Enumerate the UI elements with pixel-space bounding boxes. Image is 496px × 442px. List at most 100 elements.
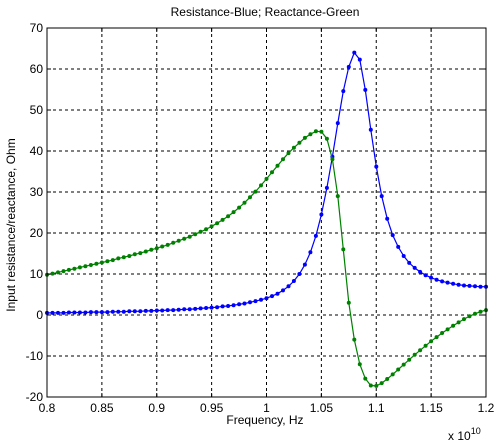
series-2-point: [154, 246, 159, 251]
series-1-point: [275, 291, 280, 296]
series-1-point: [61, 310, 66, 315]
series-2-point: [357, 362, 362, 367]
series-1-point: [138, 309, 143, 314]
series-1-point: [335, 121, 340, 126]
series-1-point: [401, 254, 406, 258]
series-2-point: [467, 314, 472, 319]
series-1-point: [204, 306, 209, 310]
series-2-point: [193, 232, 198, 237]
series-2-point: [121, 255, 126, 260]
series-1-point: [341, 89, 346, 94]
series-1-point: [297, 272, 302, 276]
series-2-point: [341, 247, 346, 252]
series-2-point: [434, 335, 439, 340]
series-1-point: [88, 310, 93, 315]
series-2-point: [50, 271, 55, 276]
series-2-point: [291, 145, 296, 150]
series-2-point: [297, 140, 302, 145]
series-1-point: [363, 87, 368, 92]
series-2-point: [176, 238, 181, 243]
series-2-point: [478, 309, 483, 314]
series-2-point: [171, 240, 176, 245]
series-1-point: [116, 309, 121, 314]
series-2-point: [77, 265, 82, 270]
series-1-point: [286, 284, 291, 289]
series-2-point: [418, 348, 423, 353]
y-tick-label: 0: [36, 308, 43, 322]
series-1-point: [165, 308, 170, 313]
series-2-point: [259, 183, 263, 188]
series-1-point: [110, 309, 115, 314]
series-2-point: [264, 176, 269, 181]
x-exponent-label: x 1010: [448, 426, 481, 442]
series-2-point: [226, 214, 231, 219]
series-2-point: [352, 337, 357, 342]
y-tick-label: -20: [26, 390, 44, 404]
series-1-point: [127, 309, 132, 314]
series-1-point: [215, 305, 220, 310]
series-2-point: [231, 210, 236, 215]
series-1-point: [352, 50, 357, 55]
series-1-point: [226, 304, 231, 308]
series-1-point: [171, 308, 176, 313]
y-tick-label: 40: [30, 144, 44, 158]
series-1-point: [105, 310, 110, 315]
series-1-point: [72, 310, 77, 315]
y-tick-label: 10: [30, 267, 44, 281]
series-2-point: [242, 200, 247, 205]
x-tick-label: 1: [263, 401, 270, 415]
series-2-point: [423, 343, 428, 348]
x-tick-label: 0.8: [39, 401, 56, 415]
series-1-point: [248, 300, 252, 305]
series-1-point: [281, 288, 285, 293]
series-2-point: [451, 323, 456, 328]
series-1-point: [368, 127, 373, 132]
series-2-point: [412, 352, 417, 357]
series-2-point: [56, 270, 60, 275]
series-2-point: [445, 327, 450, 332]
axis-ticks: 0.8 0.85 0.9 0.95 1 1.05 1.1 1.15 1.2 -20 -10 0 10 20…: [26, 21, 495, 415]
series-1-point: [346, 64, 351, 69]
series-2-point: [215, 221, 220, 226]
series-1-point: [94, 310, 99, 315]
series-1-point: [407, 260, 412, 265]
series-1-point: [231, 303, 236, 308]
series-2-point: [94, 261, 99, 266]
series-2-point: [335, 194, 340, 199]
y-tick-label: 50: [30, 103, 44, 117]
series-2-point: [379, 381, 384, 386]
series-2-point: [61, 269, 66, 274]
series-2-point: [204, 227, 209, 232]
series-1-point: [423, 273, 428, 278]
series-1-point: [308, 250, 313, 255]
series-2-point: [88, 263, 93, 267]
series-1-point: [429, 275, 434, 280]
series-1-point: [83, 310, 88, 315]
series-2-point: [66, 267, 71, 272]
series-1-point: [291, 279, 296, 283]
series-2-point: [313, 129, 318, 134]
series-2-point: [281, 157, 285, 162]
series-2-point: [462, 317, 466, 322]
x-tick-label: 1.1: [368, 401, 385, 415]
series-2-point: [396, 367, 401, 372]
series-1-point: [187, 307, 192, 312]
series-2-point: [182, 236, 187, 241]
series-2-point: [308, 132, 313, 137]
series-2-point: [220, 217, 225, 222]
series-1-point: [220, 304, 225, 309]
series-2-point: [198, 229, 203, 234]
series-1-point: [56, 310, 60, 315]
y-tick-label: 70: [30, 21, 44, 35]
series-2-point: [368, 383, 373, 388]
series-1-point: [418, 269, 423, 274]
series-2-point: [385, 377, 390, 381]
series-2-point: [132, 252, 137, 257]
series-1-point: [160, 308, 165, 313]
series-1-point: [176, 307, 181, 312]
series-2-point: [209, 224, 214, 229]
x-tick-label: 1.2: [478, 401, 495, 415]
series-1-point: [193, 306, 198, 311]
series-2-point: [165, 242, 170, 247]
